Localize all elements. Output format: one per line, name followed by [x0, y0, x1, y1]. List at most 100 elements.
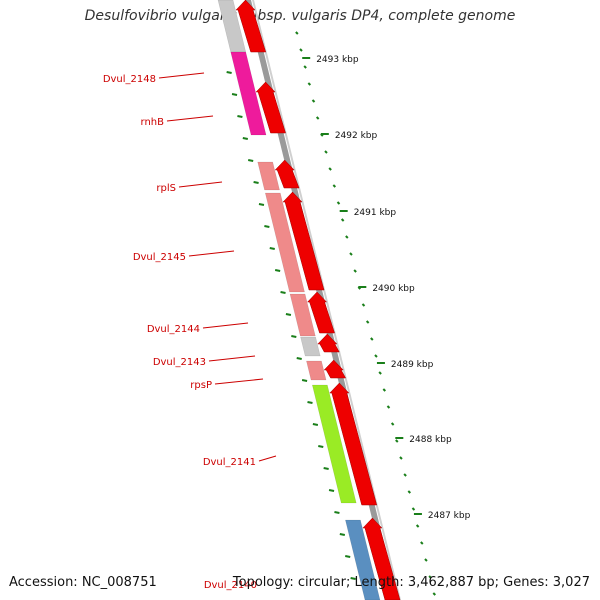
scale-dot [374, 354, 378, 358]
label-leader [158, 72, 205, 79]
scale-dot [345, 235, 349, 239]
gene-block [300, 336, 321, 357]
track-mark [258, 203, 265, 206]
gene-arrow [323, 359, 347, 379]
map-title: Desulfovibrio vulgaris subsp. vulgaris D… [84, 8, 516, 24]
label-leader [208, 355, 256, 362]
gene-label: rpsP [190, 380, 212, 391]
track-mark [280, 291, 286, 294]
track-mark [291, 335, 297, 338]
track-mark [296, 357, 302, 360]
gene-block [264, 192, 305, 293]
track-mark [274, 269, 281, 272]
scale-dot [424, 558, 428, 562]
gene-label: rplS [156, 183, 176, 194]
track-mark [323, 467, 329, 470]
scale-dot [328, 167, 332, 171]
scale-tick-label: 2488 kbp [409, 435, 452, 445]
gene-arrow [282, 191, 325, 291]
track-mark [334, 511, 340, 514]
gene-label: Dvul_2148 [103, 74, 156, 85]
gene-arrow [235, 0, 267, 53]
scale-dot [315, 116, 320, 120]
scale-dot [403, 473, 407, 477]
scale-dot [428, 575, 432, 579]
scale-dot [299, 48, 303, 52]
track-mark [285, 313, 292, 316]
scale-dot [324, 150, 328, 154]
scale-tick-label: 2490 kbp [372, 284, 415, 294]
track-mark [264, 225, 270, 228]
track-mark [301, 379, 308, 382]
topology-text: Topology: circular; Length: 3,462,887 bp… [232, 575, 590, 590]
gene-label: Dvul_2140 [204, 580, 257, 591]
scale-dot [395, 439, 399, 443]
scale-dot [336, 201, 341, 205]
label-leader [202, 322, 249, 329]
scale-tick-label: 2487 kbp [428, 511, 471, 521]
track-mark [242, 137, 249, 140]
gene-block [306, 360, 327, 381]
scale-dot [361, 303, 366, 307]
scale-tick-label: 2489 kbp [391, 360, 434, 370]
track-mark [318, 445, 324, 448]
gene-arrow [317, 333, 340, 353]
scale-dot [365, 320, 370, 324]
scale-dot [370, 337, 374, 341]
gene-block [230, 51, 267, 136]
label-leader [214, 378, 264, 385]
track-mark [269, 247, 275, 250]
gene-block [312, 384, 357, 504]
track-mark [307, 401, 313, 404]
scale-dot [378, 371, 382, 375]
scale-dot [332, 184, 337, 188]
scale-dot [349, 252, 353, 256]
gene-block [289, 293, 316, 337]
scale-dot [390, 422, 395, 426]
track-mark [226, 71, 232, 74]
track-mark [345, 555, 351, 558]
scale-dot [399, 456, 403, 460]
gene-label: rnhB [141, 117, 165, 128]
gene-arrow [329, 382, 378, 506]
scale-dot [307, 82, 312, 86]
track-mark [231, 93, 238, 96]
scale-dot [303, 65, 307, 69]
label-leader [188, 250, 235, 257]
gene-arrow [255, 81, 286, 134]
gene-arrow [306, 291, 335, 334]
gene-label: Dvul_2144 [147, 324, 200, 335]
scale-dot [415, 524, 420, 528]
scale-dot [382, 388, 387, 392]
scale-dot [340, 218, 345, 222]
scale-dot [311, 99, 316, 103]
track-mark [248, 159, 254, 162]
gene-arrow [274, 159, 300, 189]
gene-label: Dvul_2143 [153, 357, 206, 368]
track-mark [253, 181, 259, 184]
track-mark [328, 489, 335, 492]
backbone-line-light [252, 0, 401, 600]
scale-dot [386, 405, 391, 409]
gene-label: Dvul_2145 [133, 252, 186, 263]
scale-dot [295, 31, 299, 35]
label-leader [166, 115, 214, 122]
accession-text: Accession: NC_008751 [9, 575, 157, 590]
track-mark [339, 533, 346, 536]
label-leader [178, 181, 223, 188]
scale-dot [420, 541, 424, 545]
track-mark [237, 115, 243, 118]
track-mark [312, 423, 319, 426]
gene-block [345, 519, 381, 600]
track-mark [350, 577, 356, 580]
scale-dot [353, 269, 357, 273]
scale-tick-label: 2491 kbp [354, 208, 397, 218]
scale-tick-label: 2492 kbp [335, 131, 378, 141]
gene-arrow [362, 517, 401, 600]
label-leader [258, 455, 277, 462]
scale-dot [411, 507, 416, 511]
scale-tick-label: 2493 kbp [316, 55, 359, 65]
gene-block [257, 161, 280, 191]
